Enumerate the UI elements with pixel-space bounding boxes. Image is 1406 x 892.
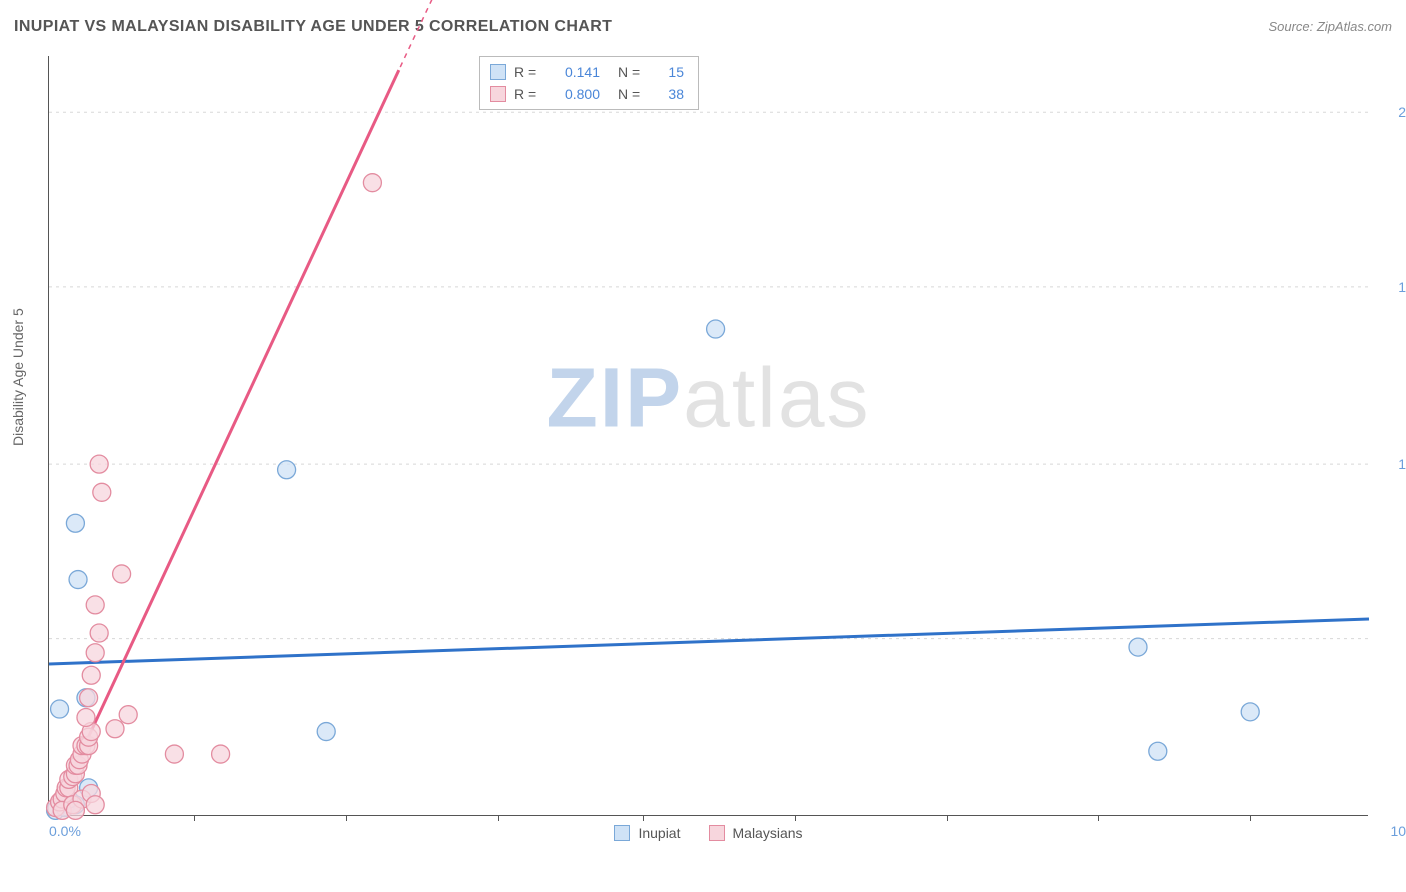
legend-item-inupiat: Inupiat bbox=[614, 825, 680, 841]
x-tick-mark bbox=[346, 815, 347, 821]
r-value-inupiat: 0.141 bbox=[552, 61, 600, 83]
plot-svg bbox=[49, 56, 1368, 815]
swatch-inupiat bbox=[490, 64, 506, 80]
legend-item-malaysians: Malaysians bbox=[709, 825, 803, 841]
y-tick-label: 12.5% bbox=[1398, 456, 1406, 472]
swatch-icon bbox=[709, 825, 725, 841]
series-legend: Inupiat Malaysians bbox=[49, 825, 1368, 841]
swatch-malaysians bbox=[490, 86, 506, 102]
legend-label: Inupiat bbox=[638, 825, 680, 841]
swatch-icon bbox=[614, 825, 630, 841]
x-tick-mark bbox=[194, 815, 195, 821]
n-value-inupiat: 15 bbox=[656, 61, 684, 83]
correlation-legend: R = 0.141 N = 15 R = 0.800 N = 38 bbox=[479, 56, 699, 110]
y-tick-label: 25.0% bbox=[1398, 104, 1406, 120]
y-tick-label: 18.8% bbox=[1398, 279, 1406, 295]
x-tick-mark bbox=[1098, 815, 1099, 821]
source-label: Source: ZipAtlas.com bbox=[1268, 19, 1392, 34]
x-max-label: 100.0% bbox=[1391, 823, 1406, 839]
x-tick-mark bbox=[795, 815, 796, 821]
r-value-malaysians: 0.800 bbox=[552, 83, 600, 105]
x-tick-mark bbox=[643, 815, 644, 821]
scatter-plot: ZIPatlas R = 0.141 N = 15 R = 0.800 N = … bbox=[48, 56, 1368, 816]
y-axis-label: Disability Age Under 5 bbox=[10, 308, 26, 446]
legend-label: Malaysians bbox=[733, 825, 803, 841]
chart-title: INUPIAT VS MALAYSIAN DISABILITY AGE UNDE… bbox=[14, 18, 612, 36]
legend-row-inupiat: R = 0.141 N = 15 bbox=[490, 61, 684, 83]
title-bar: INUPIAT VS MALAYSIAN DISABILITY AGE UNDE… bbox=[14, 18, 1392, 36]
x-tick-mark bbox=[947, 815, 948, 821]
legend-row-malaysians: R = 0.800 N = 38 bbox=[490, 83, 684, 105]
x-tick-mark bbox=[1250, 815, 1251, 821]
x-tick-mark bbox=[498, 815, 499, 821]
n-value-malaysians: 38 bbox=[656, 83, 684, 105]
